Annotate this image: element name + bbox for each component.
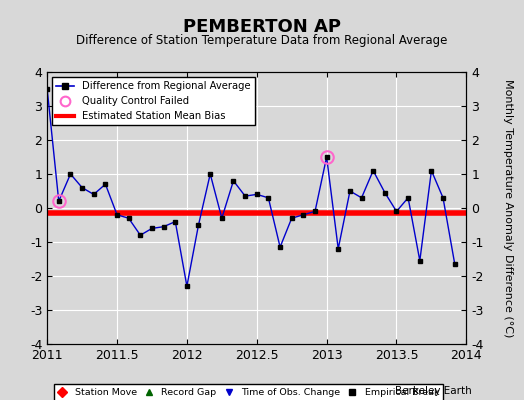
Text: Berkeley Earth: Berkeley Earth — [395, 386, 472, 396]
Y-axis label: Monthly Temperature Anomaly Difference (°C): Monthly Temperature Anomaly Difference (… — [503, 79, 513, 337]
Text: Difference of Station Temperature Data from Regional Average: Difference of Station Temperature Data f… — [77, 34, 447, 47]
Text: PEMBERTON AP: PEMBERTON AP — [183, 18, 341, 36]
Legend: Station Move, Record Gap, Time of Obs. Change, Empirical Break: Station Move, Record Gap, Time of Obs. C… — [54, 384, 443, 400]
